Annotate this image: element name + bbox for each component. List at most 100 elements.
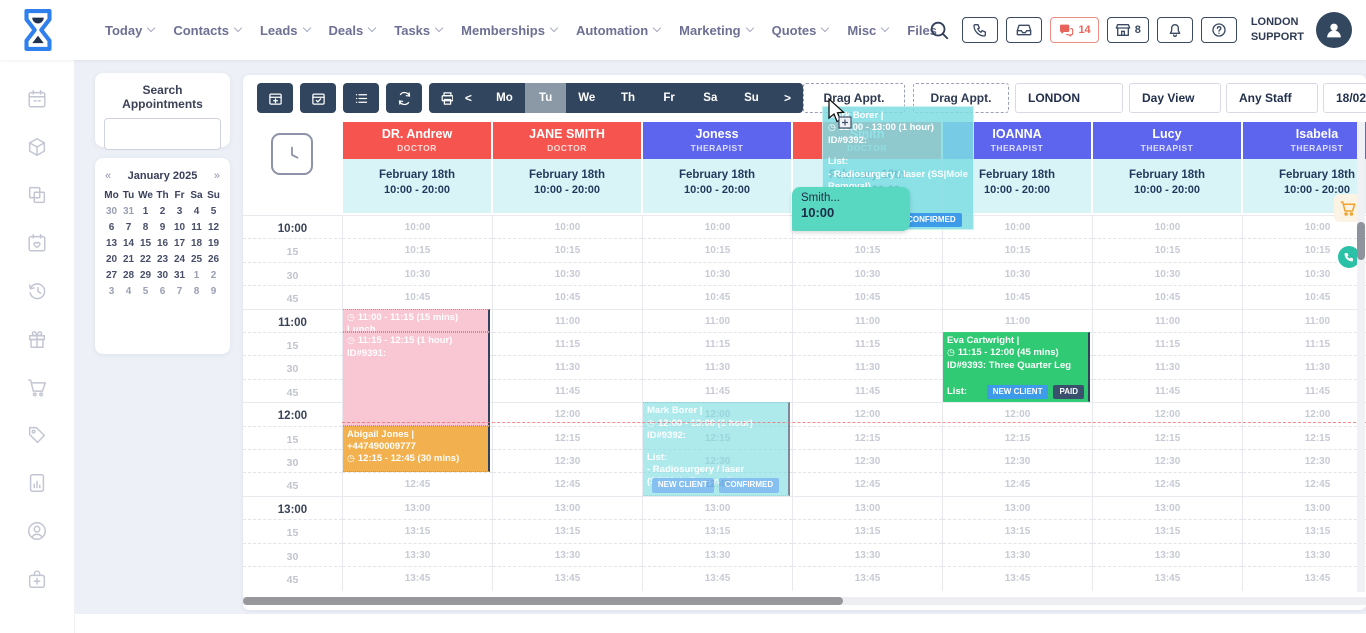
slot-cell[interactable]: 12:15 — [943, 425, 1092, 449]
drag-appt-source-1[interactable]: Drag Appt. — [803, 83, 905, 113]
column-date-header[interactable]: February 18th 10:00 - 20:00 — [493, 159, 641, 213]
slot-cell[interactable]: 10:00 — [1093, 215, 1242, 238]
slot-cell[interactable]: 13:15 — [943, 519, 1092, 542]
mini-calendar-day[interactable]: 5 — [142, 286, 149, 297]
slot-cell[interactable]: 10:30 — [643, 261, 792, 285]
slot-cell[interactable]: 12:45 — [1093, 472, 1242, 495]
appointment-9392[interactable]: Mark Borer | ◷ 12:00 - 13:00 (1 hour) ID#93… — [643, 402, 790, 496]
add-appointment-button[interactable] — [257, 83, 293, 113]
mini-calendar-day[interactable]: 30 — [156, 270, 169, 281]
slot-cell[interactable]: 10:30 — [1243, 261, 1366, 285]
slot-cell[interactable]: 13:00 — [643, 495, 792, 519]
appointment-abigail[interactable]: Abigail Jones | +447490009777 ◷ 12:15 - 12:… — [343, 425, 490, 473]
slot-cell[interactable]: 10:00 — [493, 215, 642, 238]
nav-item-memberships[interactable]: Memberships — [461, 23, 559, 38]
slot-cell[interactable]: 13:30 — [343, 542, 492, 566]
day-tab-tu[interactable]: Tu — [525, 83, 567, 113]
slot-cell[interactable]: 12:00 — [493, 402, 642, 425]
slot-cell[interactable]: 12:00 — [793, 402, 942, 425]
mini-calendar-day[interactable]: 23 — [156, 254, 169, 265]
staff-column-header-dr-andrew[interactable]: DR. Andrew DOCTOR — [343, 122, 491, 159]
bell-button[interactable] — [1156, 17, 1193, 43]
sidebar-item-calendar-date[interactable] — [26, 88, 48, 110]
mini-calendar-day[interactable]: 6 — [108, 222, 115, 233]
mini-calendar-day[interactable]: 4 — [193, 206, 200, 217]
slot-cell[interactable]: 13:00 — [943, 495, 1092, 519]
column-date-header[interactable]: February 18th 10:00 - 20:00 — [643, 159, 791, 213]
slot-cell[interactable]: 12:15 — [1243, 425, 1366, 449]
staff-column-header-isabela[interactable]: Isabela THERAPIST — [1243, 122, 1366, 159]
nav-item-tasks[interactable]: Tasks — [394, 23, 444, 38]
slot-cell[interactable]: 10:45 — [1243, 285, 1366, 308]
store-button[interactable]: 8 — [1106, 17, 1149, 43]
slot-cell[interactable]: 10:30 — [343, 261, 492, 285]
mini-calendar-day[interactable]: 13 — [105, 238, 118, 249]
slot-cell[interactable]: 11:45 — [793, 378, 942, 402]
mini-calendar-day[interactable]: 3 — [108, 286, 115, 297]
slot-cell[interactable]: 13:45 — [343, 566, 492, 589]
slot-cell[interactable]: 10:15 — [493, 238, 642, 261]
slot-cell[interactable]: 10:45 — [643, 285, 792, 308]
slot-cell[interactable]: 13:30 — [943, 542, 1092, 566]
nav-item-leads[interactable]: Leads — [260, 23, 311, 38]
sidebar-item-gift[interactable] — [26, 328, 48, 350]
slot-cell[interactable]: 11:00 — [793, 308, 942, 332]
slot-cell[interactable]: 12:45 — [493, 472, 642, 495]
slot-cell[interactable]: 11:15 — [643, 332, 792, 355]
slot-cell[interactable]: 13:30 — [493, 542, 642, 566]
mini-calendar-day[interactable]: 15 — [139, 238, 152, 249]
slot-cell[interactable]: 13:45 — [1093, 566, 1242, 589]
mini-calendar-day[interactable]: 1 — [193, 270, 200, 281]
mini-calendar-day[interactable]: 31 — [122, 206, 135, 217]
refresh-button[interactable] — [386, 83, 422, 113]
day-tab-su[interactable]: Su — [744, 92, 759, 104]
slot-cell[interactable]: 10:45 — [343, 285, 492, 308]
vertical-scrollbar-thumb[interactable] — [1357, 222, 1365, 260]
location-select[interactable]: LONDON — [1015, 83, 1123, 113]
sidebar-item-case-add[interactable] — [26, 568, 48, 590]
slot-cell[interactable]: 11:15 — [493, 332, 642, 355]
sidebar-item-report[interactable] — [26, 472, 48, 494]
slot-cell[interactable]: 12:15 — [493, 425, 642, 449]
slot-cell[interactable]: 11:00 — [643, 308, 792, 332]
slot-cell[interactable]: 10:00 — [943, 215, 1092, 238]
staff-filter-select[interactable]: Any Staff — [1226, 83, 1318, 113]
avatar[interactable] — [1316, 12, 1352, 48]
mini-calendar-day[interactable]: 14 — [122, 238, 135, 249]
mini-calendar-day[interactable]: 21 — [122, 254, 135, 265]
slot-cell[interactable]: 11:45 — [1243, 378, 1366, 402]
day-tab-we[interactable]: We — [578, 92, 596, 104]
slot-cell[interactable]: 10:30 — [943, 261, 1092, 285]
mini-calendar-day[interactable]: 22 — [139, 254, 152, 265]
nav-item-deals[interactable]: Deals — [329, 23, 377, 38]
day-tab-sa[interactable]: Sa — [703, 92, 718, 104]
slot-cell[interactable]: 13:45 — [1243, 566, 1366, 589]
slot-cell[interactable]: 13:45 — [793, 566, 942, 589]
slot-cell[interactable]: 11:15 — [793, 332, 942, 355]
slot-cell[interactable]: 13:15 — [1093, 519, 1242, 542]
mini-calendar-day[interactable]: 31 — [173, 270, 186, 281]
mini-calendar-day[interactable]: 7 — [176, 286, 183, 297]
slot-cell[interactable]: 13:00 — [493, 495, 642, 519]
nav-item-today[interactable]: Today — [105, 23, 156, 38]
slot-cell[interactable]: 11:30 — [1093, 355, 1242, 378]
mini-calendar-day[interactable]: 3 — [176, 206, 183, 217]
sidebar-item-calendar-heart[interactable] — [26, 232, 48, 254]
slot-cell[interactable]: 12:30 — [793, 449, 942, 472]
slot-cell[interactable]: 12:00 — [943, 402, 1092, 425]
slot-cell[interactable]: 12:45 — [943, 472, 1092, 495]
mini-calendar-day[interactable]: 6 — [159, 286, 166, 297]
slot-cell[interactable]: 13:15 — [493, 519, 642, 542]
slot-cell[interactable]: 11:00 — [493, 308, 642, 332]
slot-cell[interactable]: 10:30 — [493, 261, 642, 285]
day-tab-mo[interactable]: Mo — [496, 92, 513, 104]
slot-cell[interactable]: 11:15 — [1243, 332, 1366, 355]
help-button[interactable] — [1200, 17, 1237, 43]
slot-cell[interactable]: 10:45 — [793, 285, 942, 308]
slot-cell[interactable]: 13:30 — [793, 542, 942, 566]
sidebar-item-tag[interactable] — [26, 424, 48, 446]
mini-calendar-day[interactable]: 11 — [191, 222, 202, 233]
slot-cell[interactable]: 13:00 — [1243, 495, 1366, 519]
mini-calendar-next-button[interactable]: » — [213, 170, 220, 182]
slot-cell[interactable]: 12:00 — [1093, 402, 1242, 425]
